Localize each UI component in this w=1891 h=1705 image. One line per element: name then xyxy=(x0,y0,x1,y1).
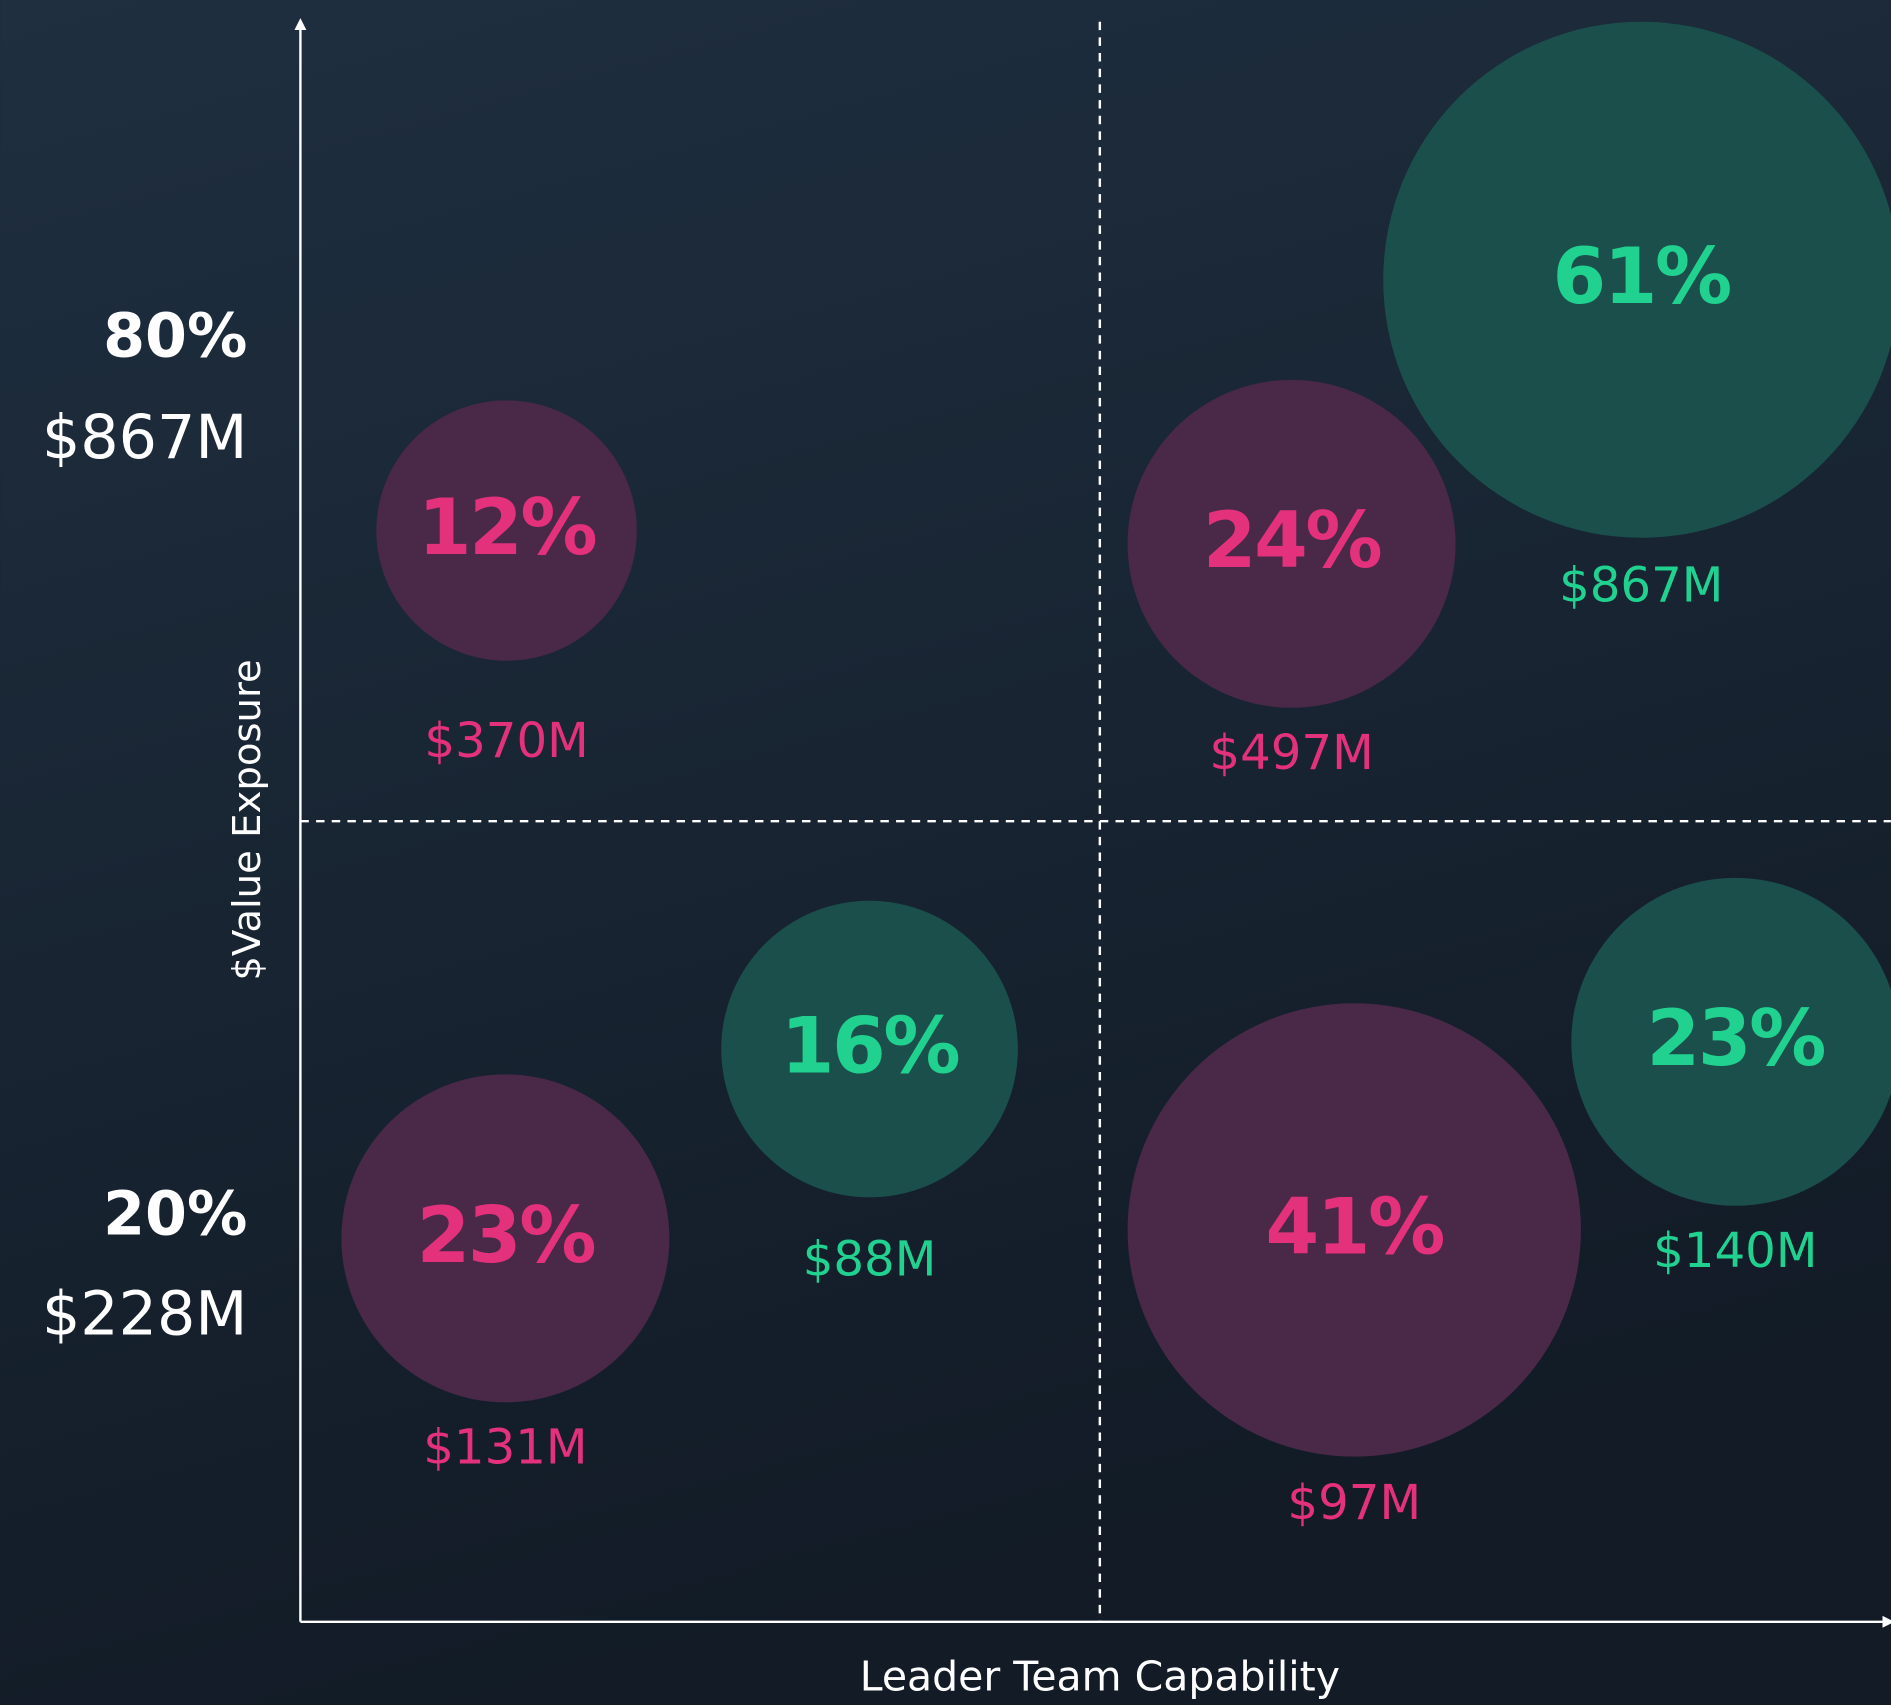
row-percent: 80% xyxy=(103,302,247,372)
bubble xyxy=(721,900,1018,1198)
bubble xyxy=(1571,877,1891,1206)
bubble-percent: 12% xyxy=(418,483,596,573)
row-percent: 20% xyxy=(103,1179,247,1249)
bubble xyxy=(1127,1003,1581,1457)
bubble xyxy=(341,1074,670,1403)
bubble-percent: 23% xyxy=(417,1191,595,1281)
bubble-amount: $88M xyxy=(803,1231,937,1287)
bubble-percent: 23% xyxy=(1647,994,1825,1084)
bubble-percent: 24% xyxy=(1203,496,1381,586)
bubble-amount: $97M xyxy=(1287,1475,1421,1531)
row-amount: $228M xyxy=(42,1280,247,1350)
bubble-amount: $140M xyxy=(1653,1223,1817,1279)
bubble-percent: 61% xyxy=(1553,232,1731,322)
bubble-amount: $867M xyxy=(1559,557,1723,613)
x-axis-label: Leader Team Capability xyxy=(860,1653,1340,1701)
bubble-amount: $370M xyxy=(424,713,588,769)
bubble-amount: $497M xyxy=(1209,725,1373,781)
row-amount: $867M xyxy=(42,403,247,473)
bubble-amount: $131M xyxy=(423,1420,587,1476)
bubble xyxy=(1127,379,1456,708)
bubbles: 12% $370M 24% $497M 61% $867M 16% $88M 23% $131M 4… xyxy=(341,21,1891,1531)
bubble-percent: 16% xyxy=(781,1001,959,1091)
y-axis-label: $Value Exposure xyxy=(225,659,270,980)
bubble xyxy=(1383,21,1891,538)
bubble-percent: 41% xyxy=(1266,1182,1444,1272)
bubble xyxy=(376,400,637,661)
